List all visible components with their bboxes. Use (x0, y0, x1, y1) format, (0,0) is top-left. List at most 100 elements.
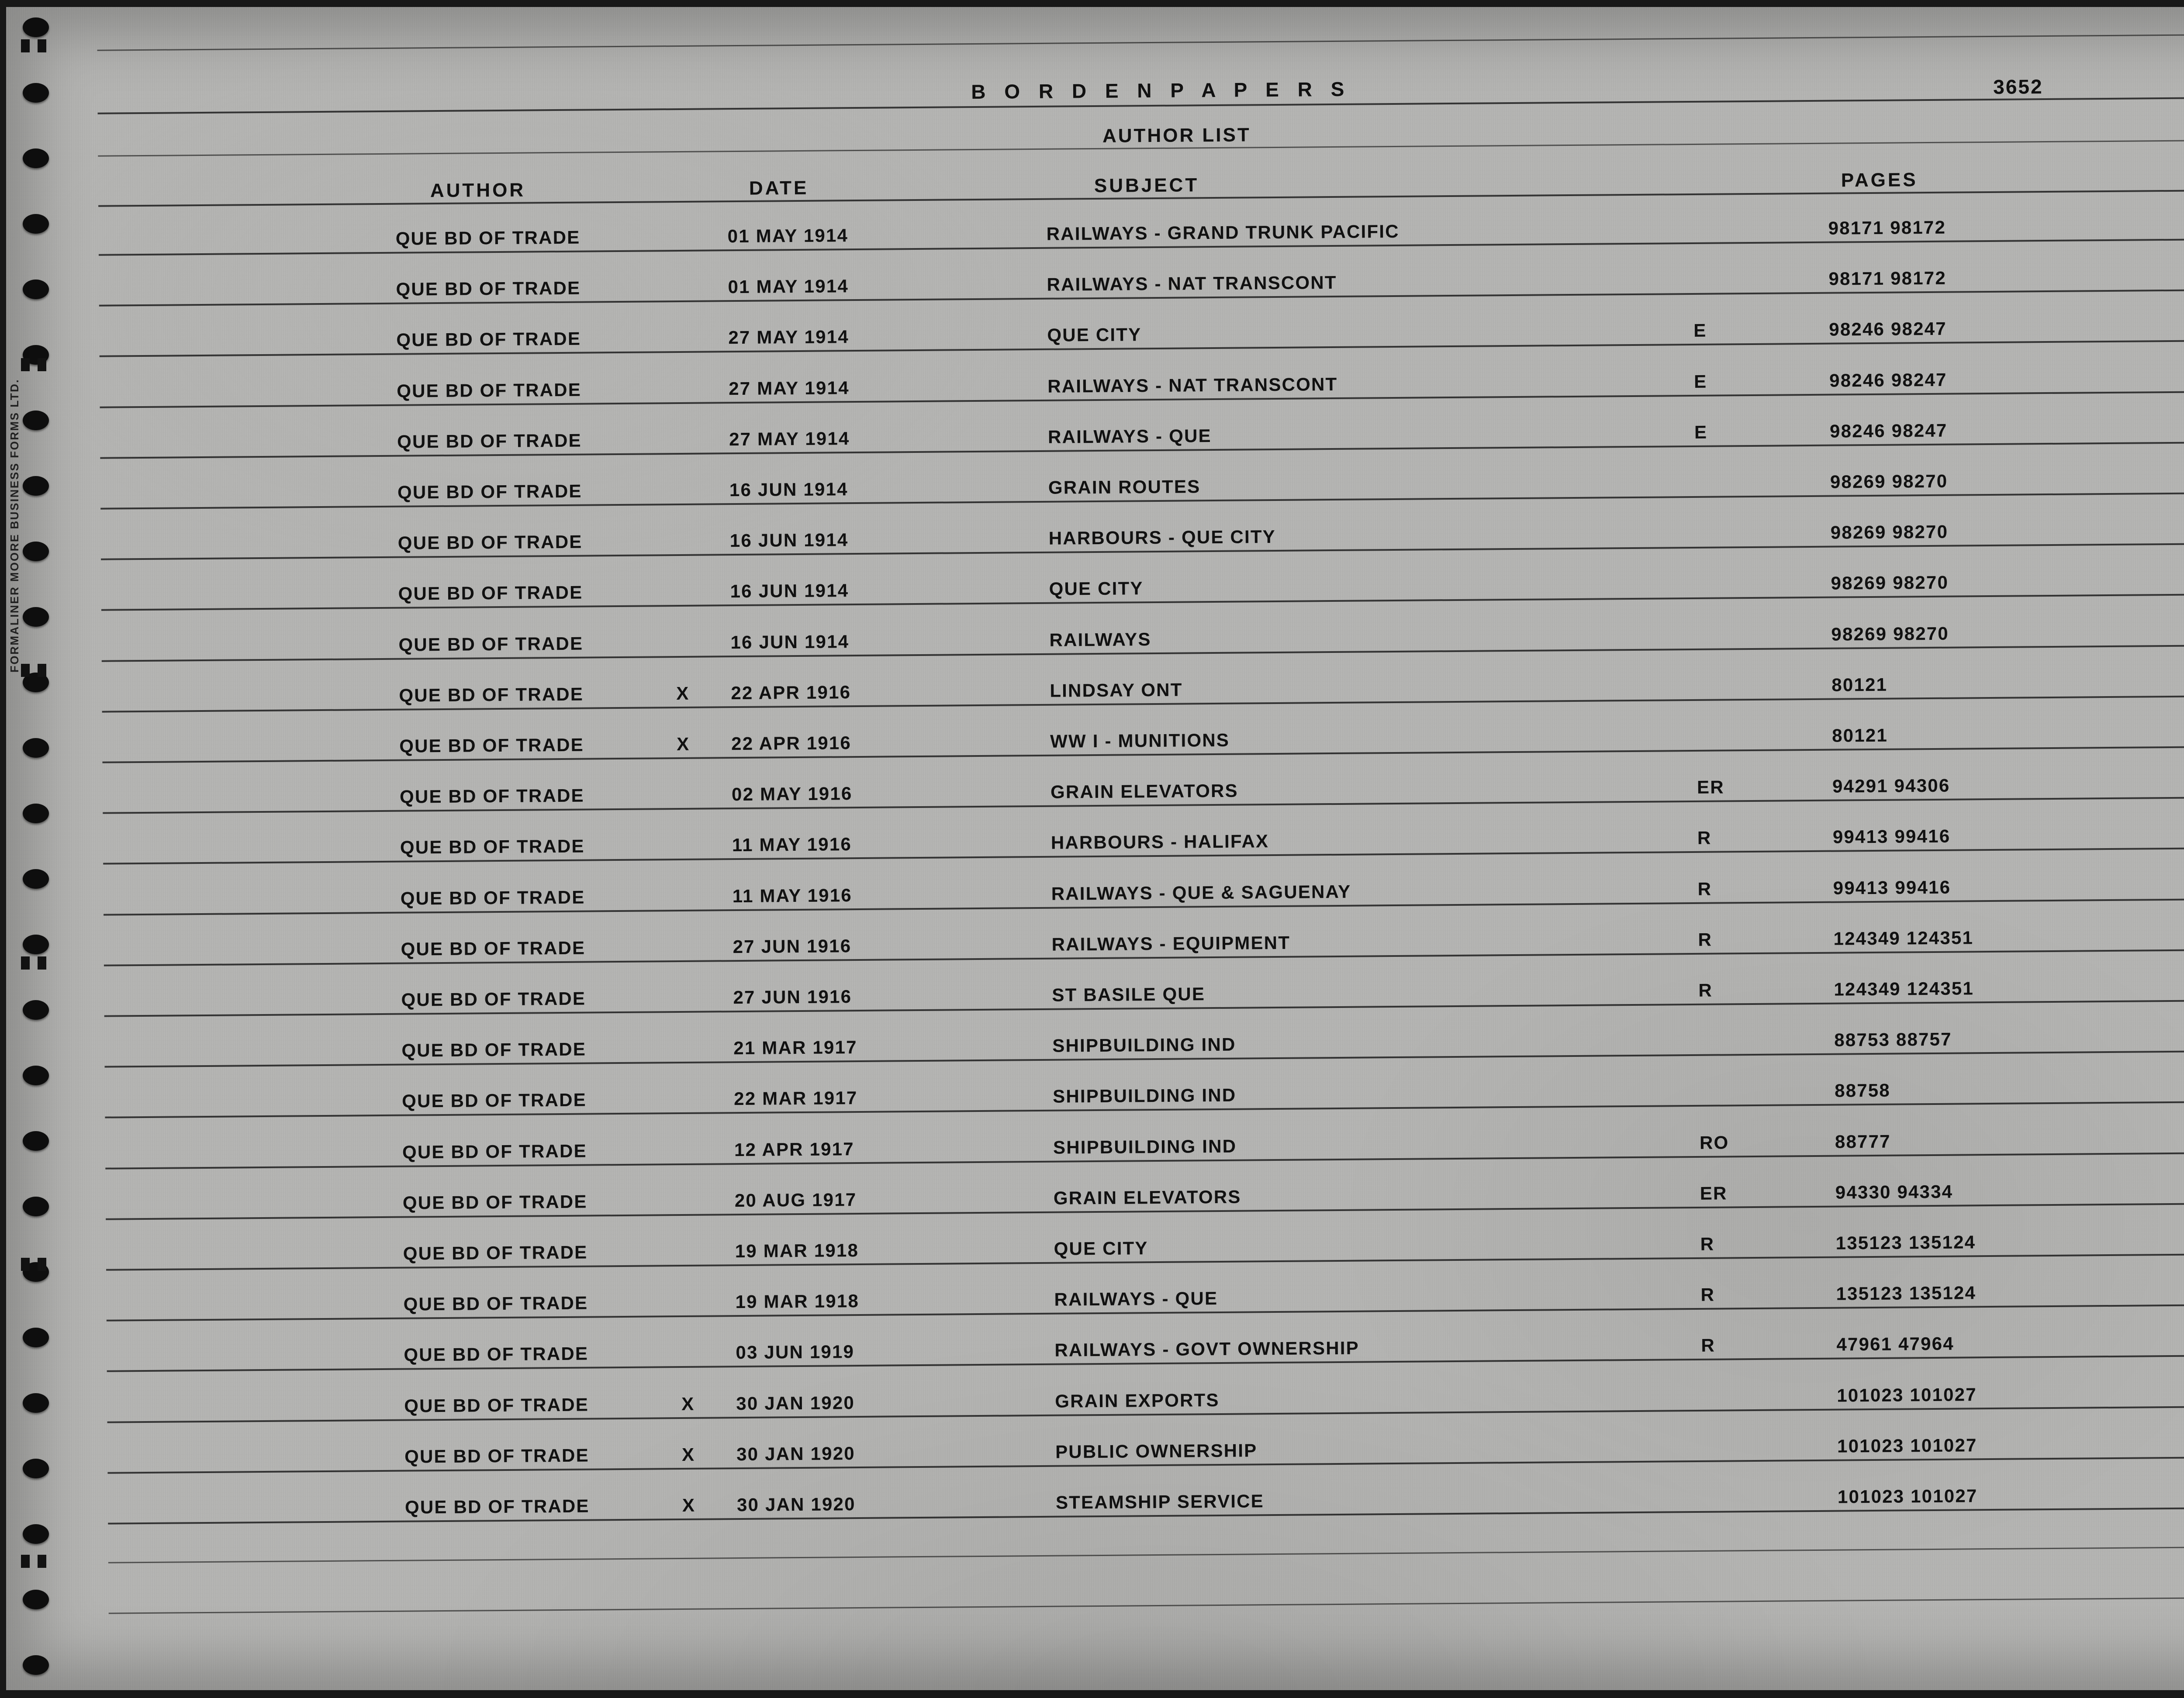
perforation-tick (21, 39, 30, 52)
cell-date: 27 MAY 1914 (729, 377, 850, 399)
cell-date: 27 JUN 1916 (733, 935, 852, 957)
cell-author: QUE BD OF TRADE (402, 1089, 587, 1112)
feed-hole (23, 1590, 49, 1609)
cell-author: QUE BD OF TRADE (399, 785, 584, 807)
cell-subject: RAILWAYS - EQUIPMENT (1051, 932, 1291, 955)
cell-flag: R (1698, 929, 1713, 950)
feed-hole (23, 804, 49, 823)
cell-pages: 80121 (1832, 725, 1888, 746)
cell-date: 19 MAR 1918 (735, 1291, 860, 1312)
feed-hole (23, 1197, 49, 1216)
cell-x-marker: X (681, 1444, 695, 1465)
rule-line (97, 34, 2184, 51)
cell-subject: QUE CITY (1054, 1238, 1148, 1259)
table-row: QUE BD OF TRADE X 22 APR 1916 WW I - MUNITI… (76, 722, 2184, 763)
cell-pages: 80121 (1832, 674, 1888, 695)
cell-author: QUE BD OF TRADE (401, 1039, 587, 1061)
table-row: QUE BD OF TRADE 27 MAY 1914 QUE CITY E 98246… (73, 316, 2184, 356)
cell-date: 22 MAR 1917 (733, 1087, 858, 1109)
cell-subject: WW I - MUNITIONS (1050, 729, 1230, 752)
cell-pages: 98269 98270 (1830, 470, 1948, 492)
feed-hole (23, 1000, 49, 1020)
cell-pages: 98269 98270 (1830, 521, 1949, 543)
cell-date: 02 MAY 1916 (731, 783, 853, 805)
cell-date: 30 JAN 1920 (736, 1392, 855, 1414)
feed-hole (23, 1066, 49, 1085)
feed-hole (23, 411, 49, 430)
cell-subject: GRAIN ROUTES (1048, 476, 1201, 498)
perforation-tick (21, 1258, 30, 1271)
cell-author: QUE BD OF TRADE (404, 1445, 589, 1467)
table-row: QUE BD OF TRADE X 30 JAN 1920 PUBLIC OWNERS… (81, 1433, 2184, 1473)
cell-author: QUE BD OF TRADE (399, 734, 584, 756)
table-row: QUE BD OF TRADE 27 JUN 1916 ST BASILE QUE R… (78, 976, 2184, 1016)
cell-subject: SHIPBUILDING IND (1053, 1135, 1237, 1158)
table-row: QUE BD OF TRADE 16 JUN 1914 HARBOURS - QUE… (75, 519, 2184, 559)
cell-author: QUE BD OF TRADE (400, 835, 585, 858)
cell-flag: ER (1697, 777, 1724, 798)
cell-date: 12 APR 1917 (734, 1138, 854, 1160)
cell-pages: 88758 (1834, 1080, 1891, 1101)
table-row: QUE BD OF TRADE X 30 JAN 1920 STEAMSHIP SER… (82, 1484, 2184, 1524)
cell-date: 22 APR 1916 (731, 681, 851, 703)
cell-pages: 98246 98247 (1829, 420, 1948, 442)
cell-subject: HARBOURS - QUE CITY (1048, 526, 1276, 549)
cell-author: QUE BD OF TRADE (396, 277, 581, 300)
table-row: QUE BD OF TRADE 19 MAR 1918 QUE CITY R 13512… (80, 1230, 2184, 1270)
feed-hole (23, 476, 49, 496)
cell-subject: RAILWAYS - NAT TRANSCONT (1047, 373, 1338, 397)
table-row: QUE BD OF TRADE 11 MAY 1916 HARBOURS - HAL… (77, 824, 2184, 864)
cell-pages: 98246 98247 (1829, 369, 1947, 391)
table-row: QUE BD OF TRADE 11 MAY 1916 RAILWAYS - QUE… (77, 874, 2184, 915)
cell-flag: RO (1699, 1132, 1729, 1153)
feed-hole (23, 280, 49, 299)
cell-date: 16 JUN 1914 (730, 631, 850, 652)
form-imprint: FORMALINER MOORE BUSINESS FORMS LTD. (8, 378, 21, 673)
table-row: QUE BD OF TRADE 02 MAY 1916 GRAIN ELEVATOR… (76, 773, 2184, 813)
feed-hole (23, 214, 49, 234)
table-row: QUE BD OF TRADE 19 MAR 1918 RAILWAYS - QUE… (80, 1280, 2184, 1321)
cell-date: 01 MAY 1914 (728, 276, 849, 297)
cell-pages: 98269 98270 (1831, 572, 1949, 594)
cell-pages: 94330 94334 (1835, 1181, 1953, 1203)
perforation-tick (38, 664, 46, 677)
cell-subject: RAILWAYS - GRAND TRUNK PACIFIC (1046, 221, 1400, 244)
cell-author: QUE BD OF TRADE (402, 1191, 587, 1213)
cell-author: QUE BD OF TRADE (404, 1495, 590, 1518)
column-header-pages: PAGES (1841, 169, 1918, 191)
feed-hole (23, 1459, 49, 1478)
cell-author: QUE BD OF TRADE (402, 1140, 587, 1163)
cell-pages: 88753 88757 (1834, 1028, 1952, 1050)
feed-hole (23, 738, 49, 758)
cell-subject: RAILWAYS - QUE (1054, 1288, 1218, 1310)
table-row: QUE BD OF TRADE 16 JUN 1914 QUE CITY 98269 … (75, 570, 2184, 610)
feed-hole (23, 1328, 49, 1347)
cell-author: QUE BD OF TRADE (404, 1343, 589, 1366)
table-body: QUE BD OF TRADE 01 MAY 1914 RAILWAYS - GRA… (71, 0, 2184, 1614)
cell-subject: RAILWAYS (1049, 628, 1151, 650)
cell-subject: GRAIN EXPORTS (1055, 1389, 1220, 1412)
cell-subject: SHIPBUILDING IND (1052, 1034, 1236, 1056)
cell-date: 27 MAY 1914 (728, 326, 849, 348)
cell-date: 30 JAN 1920 (736, 1494, 856, 1515)
cell-date: 03 JUN 1919 (736, 1341, 855, 1363)
cell-pages: 88777 (1835, 1131, 1891, 1152)
cell-x-marker: X (682, 1494, 696, 1516)
column-header-subject: SUBJECT (1094, 174, 1199, 197)
cell-subject: RAILWAYS - GOVT OWNERSHIP (1054, 1338, 1360, 1361)
table-row: QUE BD OF TRADE X 30 JAN 1920 GRAIN EXPORTS… (81, 1382, 2184, 1422)
column-header-date: DATE (749, 177, 809, 199)
feed-hole (23, 1393, 49, 1413)
cell-subject: LINDSAY ONT (1050, 679, 1183, 701)
cell-date: 20 AUG 1917 (734, 1189, 857, 1211)
column-header-author: AUTHOR (430, 179, 526, 202)
cell-pages: 98269 98270 (1831, 623, 1949, 645)
perforation-tick (38, 1555, 46, 1568)
cell-date: 01 MAY 1914 (727, 225, 849, 247)
cell-author: QUE BD OF TRADE (396, 328, 581, 351)
cell-flag: R (1697, 878, 1712, 899)
printed-sheet: B O R D E N P A P E R S 3652 AUTHOR LIST… (71, 0, 2184, 1698)
table-row: QUE BD OF TRADE 16 JUN 1914 RAILWAYS 98269 … (75, 621, 2184, 661)
cell-date: 27 JUN 1916 (733, 986, 852, 1008)
